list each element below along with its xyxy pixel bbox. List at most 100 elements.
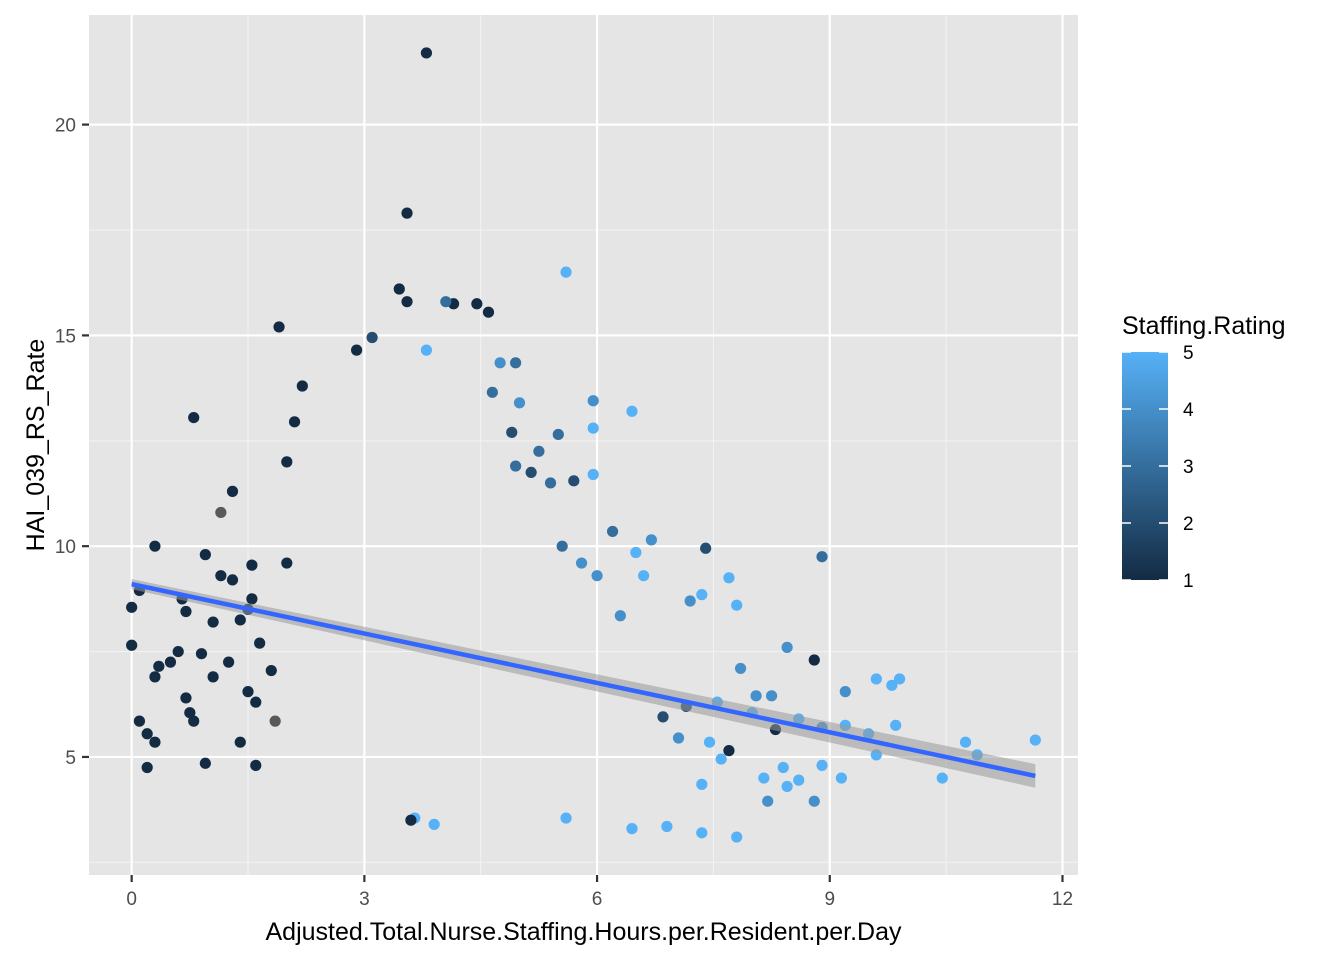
scatter-point [149,671,161,683]
scatter-point [734,662,747,675]
scatter-point [886,679,898,691]
scatter-point [587,395,599,407]
x-axis: 0 3 6 9 12 [126,875,1073,910]
scatter-point [215,570,227,582]
scatter-point [777,761,789,774]
scatter-point [401,207,413,219]
y-tick-label: 5 [65,748,76,769]
scatter-point [164,656,177,668]
scatter-point [288,416,301,428]
scatter-point [153,660,165,672]
trend-line [131,581,1036,779]
scatter-point [703,736,716,748]
panel-background [89,15,1078,875]
scatter-point [254,637,266,649]
scatter-point [141,761,153,774]
scatter-point [273,321,285,333]
scatter-point [296,380,308,392]
scatter-point [172,645,184,658]
y-tick-label: 10 [55,537,76,558]
scatter-point [207,616,219,628]
scatter-point [482,306,495,318]
legend-title: Staffing.Rating [1122,312,1286,340]
y-tick-label: 20 [55,116,76,137]
scatter-point [141,728,153,740]
scatter-point [870,673,882,685]
x-tick-label: 12 [1052,889,1073,910]
scatter-point [533,445,545,457]
scatter-point [839,686,851,698]
scatter-point [890,719,902,731]
scatter-point [638,570,650,582]
scatter-point [281,456,293,468]
scatter-point [731,599,743,611]
scatter-point [366,331,378,344]
scatter-point [626,405,638,417]
scatter-point [808,654,820,666]
x-tick-label: 9 [824,889,835,910]
scatter-point [750,690,762,702]
data-points [126,47,1041,843]
scatter-point [723,745,735,757]
scatter-point [591,570,603,582]
scatter-point [133,715,146,727]
x-tick-label: 0 [126,889,137,910]
x-axis-title: Adjusted.Total.Nurse.Staffing.Hours.per.… [266,918,902,946]
scatter-point [199,549,211,561]
scatter-point [723,572,735,584]
scatter-point [246,593,258,605]
major-gridlines [89,15,1078,875]
x-tick-label: 3 [359,889,370,910]
scatter-point [428,818,440,831]
scatter-point [420,47,433,59]
scatter-point [793,774,805,786]
scatter-point [506,426,518,438]
y-tick-label: 15 [55,326,76,347]
scatter-point [234,736,246,748]
scatter-point [626,823,638,835]
scatter-point [758,772,770,784]
scatter-point [936,772,948,784]
scatter-point [696,827,708,839]
scatter-point [614,610,626,622]
scatter-point [188,715,200,727]
legend: Staffing.Rating 1 2 3 4 5 [1122,312,1286,592]
scatter-point [250,696,262,708]
scatter-point [835,772,848,784]
scatter-point [440,296,452,308]
scatter-point [696,778,708,790]
scatter-point [405,814,417,826]
scatter-point [188,411,200,424]
scatter-point [544,477,557,489]
scatter-point [195,648,208,660]
scatter-point [552,428,564,441]
scatter-point [684,595,696,607]
scatter-point [672,732,685,744]
scatter-point [657,711,669,723]
scatter-point [351,344,363,356]
scatter-point [226,574,239,586]
legend-break-label: 5 [1183,343,1194,364]
scatter-point [1029,734,1041,746]
legend-break-label: 4 [1183,400,1194,421]
scatter-point [816,759,828,771]
scatter-point [242,686,254,698]
scatter-point [587,468,599,481]
scatter-point [207,671,219,683]
scatter-point [265,664,277,677]
scatter-point [234,614,246,626]
trend-line-group [131,579,1036,788]
legend-break-label: 3 [1183,457,1194,478]
scatter-point [808,795,820,807]
scatter-point [766,690,778,702]
scatter-point [959,736,972,748]
scatter-point [700,542,712,554]
scatter-point [126,601,138,613]
scatter-point [420,344,433,356]
legend-break-label: 2 [1183,514,1194,535]
y-axis: 5 10 15 20 [55,116,89,769]
scatter-point [816,551,828,563]
y-axis-title: HAI_039_RS_Rate [22,339,50,552]
scatter-point [510,357,522,369]
